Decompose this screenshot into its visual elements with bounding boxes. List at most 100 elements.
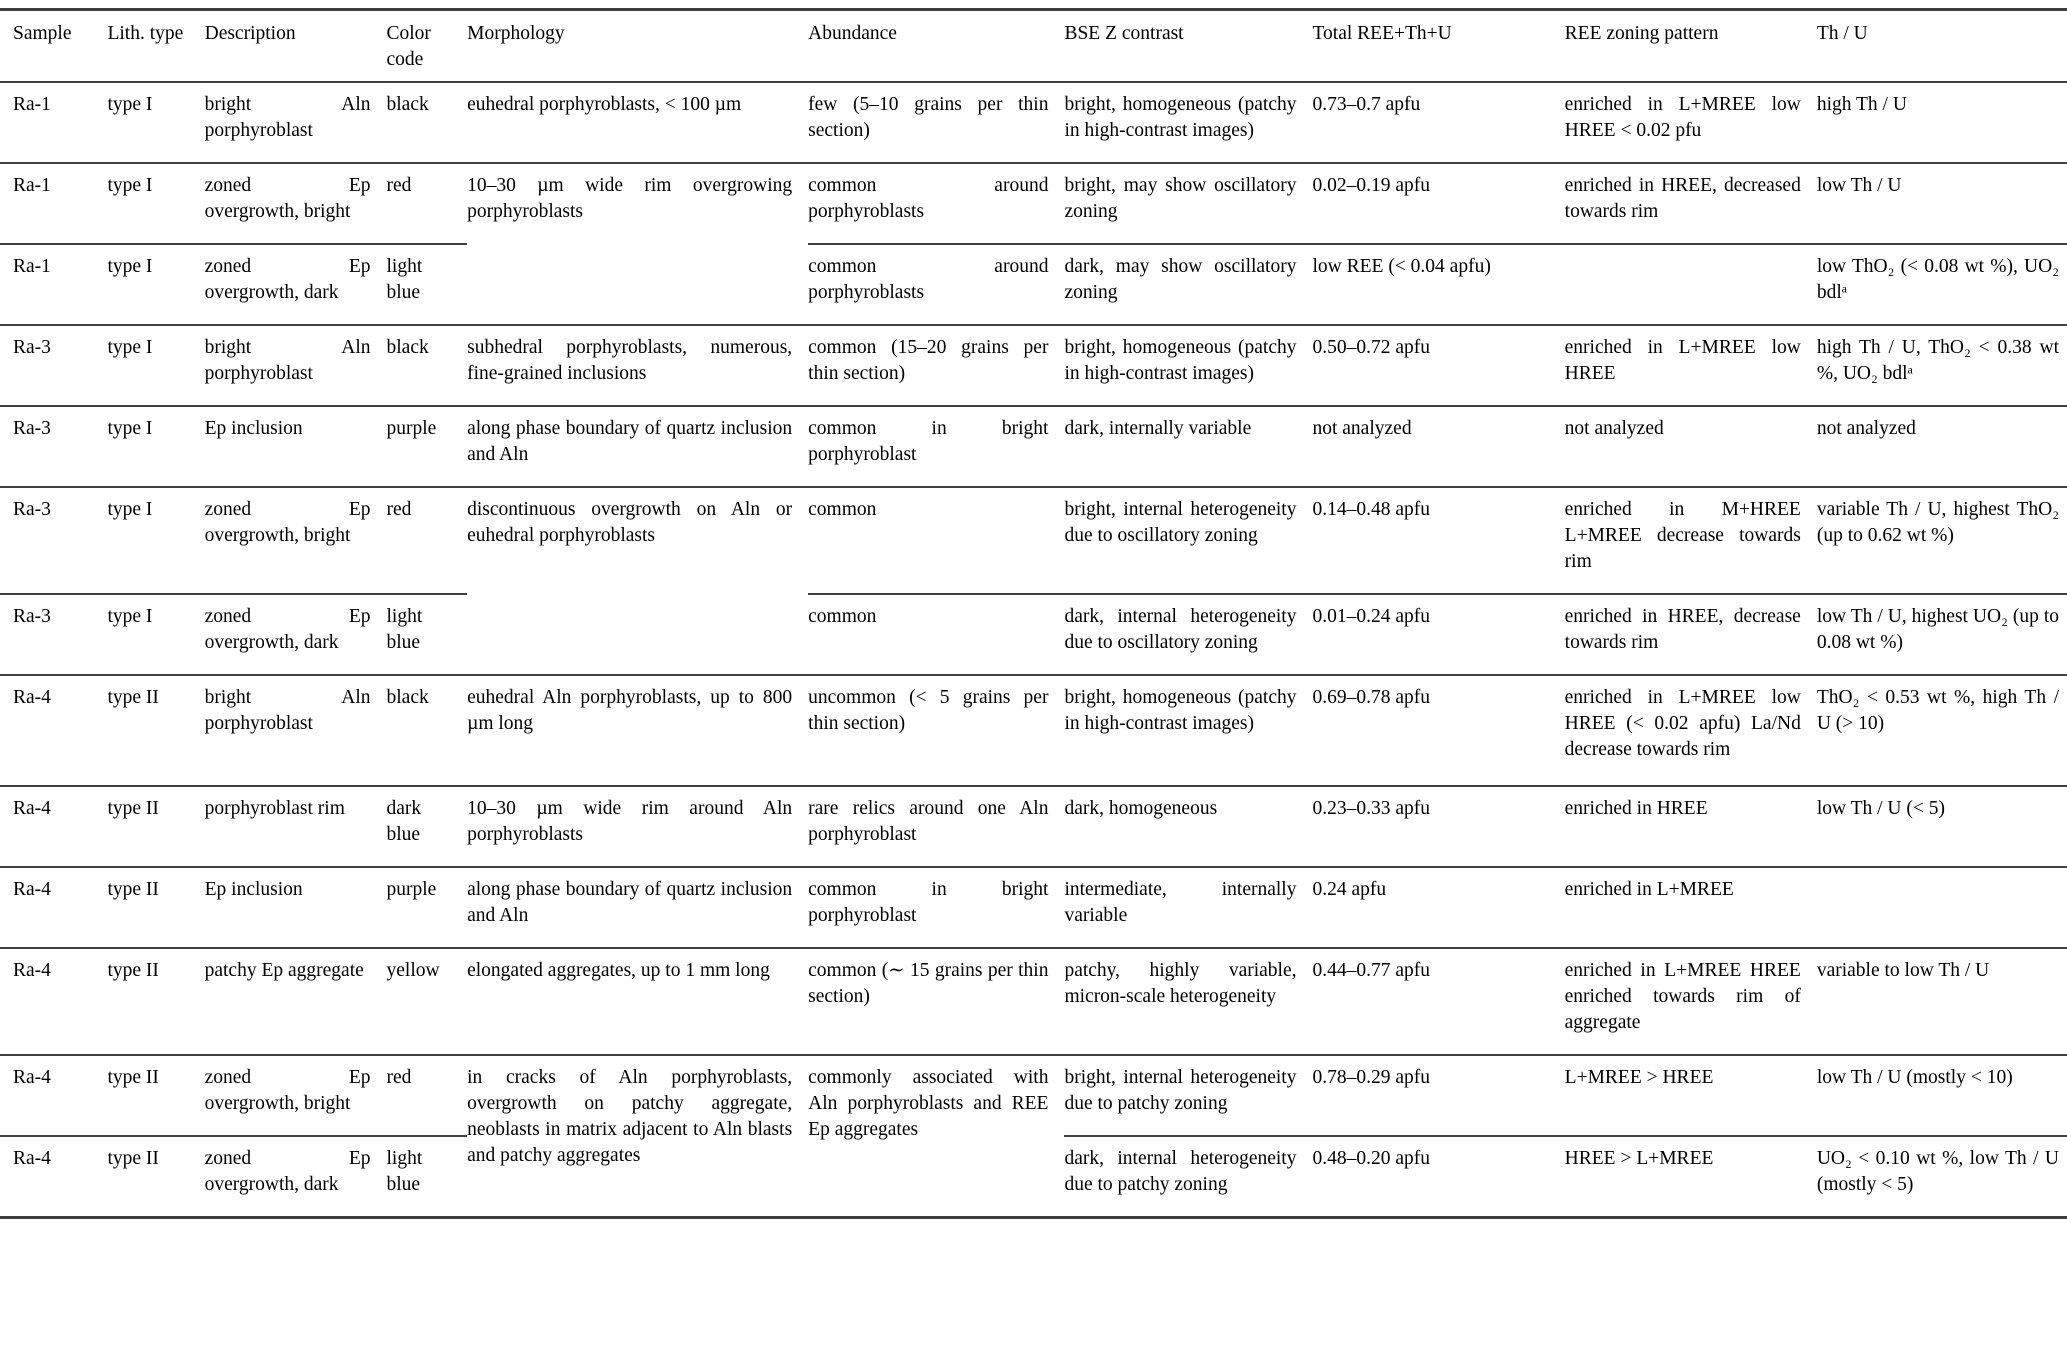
cell-th-u: low Th / U, highest UO₂ (up to 0.08 wt %… [1816, 594, 2067, 676]
cell-abundance: commonly associated with Aln porphyrobla… [808, 1067, 1049, 1140]
cell-th-u: variable Th / U, highest ThO₂ (up to 0.6… [1816, 487, 2067, 595]
cell-description: bright Aln porphyroblast [204, 675, 387, 787]
cell-abundance: common in bright porphyroblast [808, 867, 1065, 949]
cell-total-ree-th-u: 0.02–0.19 apfu [1312, 163, 1565, 245]
cell-bse-z-contrast: bright, homogeneous (patchy in high-cont… [1064, 82, 1313, 164]
table-row: Ra-4 type II zoned Ep overgrowth, dark l… [0, 1136, 2067, 1218]
cell-sample: Ra-1 [0, 82, 108, 164]
cell-total-ree-th-u: 0.23–0.33 apfu [1312, 786, 1565, 868]
cell-ree-zoning-pattern: enriched in HREE [1564, 786, 1817, 868]
cell-sample: Ra-1 [0, 163, 108, 245]
cell-color-code: purple [386, 867, 468, 949]
cell-description: zoned Ep overgrowth, bright [204, 163, 387, 245]
table-row: Ra-3 type I zoned Ep overgrowth, bright … [0, 487, 2067, 676]
cell-bse-z-contrast: dark, internal heterogeneity due to patc… [1064, 1148, 1297, 1195]
cell-ree-zoning-pattern: enriched in M+HREE L+MREE decrease towar… [1564, 487, 1817, 595]
cell-lith-type: type I [107, 406, 205, 488]
col-header-bse-z-contrast: BSE Z contrast [1064, 9, 1313, 83]
table-row: Ra-1 type I zoned Ep overgrowth, bright … [0, 163, 2067, 326]
col-header-description: Description [204, 9, 387, 83]
cell-description: zoned Ep overgrowth, bright [204, 1055, 387, 1137]
cell-color-code: black [386, 675, 468, 787]
cell-morphology: along phase boundary of quartz inclusion… [467, 867, 809, 949]
cell-sample: Ra-4 [0, 948, 108, 1056]
table-row: Ra-1 type I bright Aln porphyroblast bla… [0, 82, 2067, 164]
cell-sample: Ra-4 [0, 1055, 108, 1137]
cell-description: Ep inclusion [204, 867, 387, 949]
cell-description: bright Aln porphyroblast [204, 325, 387, 407]
cell-description: patchy Ep aggregate [204, 948, 387, 1056]
cell-bse-z-contrast: dark, internally variable [1064, 406, 1313, 488]
cell-morphology: in cracks of Aln porphyroblasts, overgro… [467, 1067, 793, 1166]
table-row: Ra-4 type II bright Aln porphyroblast bl… [0, 675, 2067, 787]
cell-total-ree-th-u: 0.14–0.48 apfu [1312, 487, 1565, 595]
cell-sample: Ra-4 [0, 867, 108, 949]
cell-color-code: black [386, 325, 468, 407]
cell-sample: Ra-4 [0, 675, 108, 787]
cell-bse-z-contrast: dark, internal heterogeneity due to osci… [1064, 594, 1313, 676]
cell-lith-type: type II [107, 1148, 159, 1169]
cell-bse-z-contrast: bright, homogeneous (patchy in high-cont… [1064, 325, 1313, 407]
cell-color-code: dark blue [386, 786, 468, 868]
col-header-total-ree-th-u: Total REE+Th+U [1312, 9, 1565, 83]
cell-abundance: rare relics around one Aln porphyroblast [808, 786, 1065, 868]
col-header-color-code: Color code [386, 9, 468, 83]
cell-lith-type: type II [107, 675, 205, 787]
cell-morphology: euhedral Aln porphyroblasts, up to 800 µ… [467, 675, 809, 787]
col-header-sample: Sample [0, 9, 108, 83]
cell-th-u: ThO₂ < 0.53 wt %, high Th / U (> 10) [1816, 675, 2067, 787]
cell-bse-z-contrast: patchy, highly variable, micron-scale he… [1064, 948, 1313, 1056]
cell-color-code: light blue [386, 594, 468, 676]
cell-ree-zoning-pattern: not analyzed [1564, 406, 1817, 488]
cell-ree-zoning-pattern: enriched in L+MREE HREE enriched towards… [1564, 948, 1817, 1056]
cell-total-ree-th-u: 0.69–0.78 apfu [1312, 675, 1565, 787]
table-row: Ra-4 type II porphyroblast rim dark blue… [0, 786, 2067, 868]
cell-th-u [1816, 867, 2067, 949]
table-row: Ra-4 type II Ep inclusion purple along p… [0, 867, 2067, 949]
cell-bse-z-contrast: intermediate, internally variable [1064, 867, 1313, 949]
cell-morphology: euhedral porphyroblasts, < 100 µm [467, 82, 809, 164]
cell-bse-z-contrast: bright, internal heterogeneity due to pa… [1064, 1055, 1313, 1137]
cell-th-u: high Th / U, ThO₂ < 0.38 wt %, UO₂ bdlᵃ [1816, 325, 2067, 407]
cell-ree-zoning-pattern: L+MREE > HREE [1564, 1055, 1817, 1137]
cell-color-code: red [386, 1055, 468, 1137]
cell-description: porphyroblast rim [204, 786, 387, 868]
col-header-morphology: Morphology [467, 9, 809, 83]
cell-color-code: red [386, 487, 468, 595]
table-row: Ra-3 type I bright Aln porphyroblast bla… [0, 325, 2067, 407]
table-row: Ra-4 type II zoned Ep overgrowth, bright… [0, 1055, 2067, 1166]
cell-total-ree-th-u: 0.44–0.77 apfu [1312, 948, 1565, 1056]
cell-lith-type: type I [107, 244, 205, 326]
cell-total-ree-th-u: 0.24 apfu [1312, 867, 1565, 949]
cell-th-u: low Th / U [1816, 163, 2067, 245]
cell-total-ree-th-u: not analyzed [1312, 406, 1565, 488]
cell-abundance: common around porphyroblasts [808, 163, 1065, 245]
cell-total-ree-th-u: 0.73–0.7 apfu [1312, 82, 1565, 164]
cell-sample: Ra-3 [0, 487, 108, 595]
cell-description: Ep inclusion [204, 406, 387, 488]
table-row: Ra-3 type I Ep inclusion purple along ph… [0, 406, 2067, 488]
cell-total-ree-th-u: 0.78–0.29 apfu [1312, 1055, 1565, 1137]
cell-morphology: subhedral porphyroblasts, numerous, fine… [467, 325, 809, 407]
col-header-lith-type: Lith. type [107, 9, 205, 83]
cell-lith-type: type I [107, 594, 205, 676]
cell-sample: Ra-4 [0, 786, 108, 868]
cell-total-ree-th-u: 0.50–0.72 apfu [1312, 325, 1565, 407]
cell-color-code: light blue [386, 1148, 423, 1195]
cell-lith-type: type I [107, 487, 205, 595]
cell-abundance: uncommon (< 5 grains per thin section) [808, 675, 1065, 787]
cell-bse-z-contrast: dark, homogeneous [1064, 786, 1313, 868]
table-row: Ra-3 type I zoned Ep overgrowth, dark li… [0, 594, 2067, 676]
cell-bse-z-contrast: dark, may show oscillatory zoning [1064, 244, 1313, 326]
cell-total-ree-th-u: low REE (< 0.04 apfu) [1312, 244, 1565, 326]
petrography-table: Sample Lith. type Description Color code… [0, 8, 2067, 1219]
cell-sample: Ra-3 [0, 594, 108, 676]
cell-description: zoned Ep overgrowth, bright [204, 487, 387, 595]
header-row: Sample Lith. type Description Color code… [0, 9, 2067, 83]
cell-abundance: common around porphyroblasts [808, 244, 1065, 326]
cell-description: zoned Ep overgrowth, dark [204, 244, 387, 326]
cell-abundance: common [808, 594, 1065, 676]
cell-morphology: discontinuous overgrowth on Aln or euhed… [467, 487, 809, 676]
cell-morphology: along phase boundary of quartz inclusion… [467, 406, 809, 488]
cell-th-u: high Th / U [1816, 82, 2067, 164]
